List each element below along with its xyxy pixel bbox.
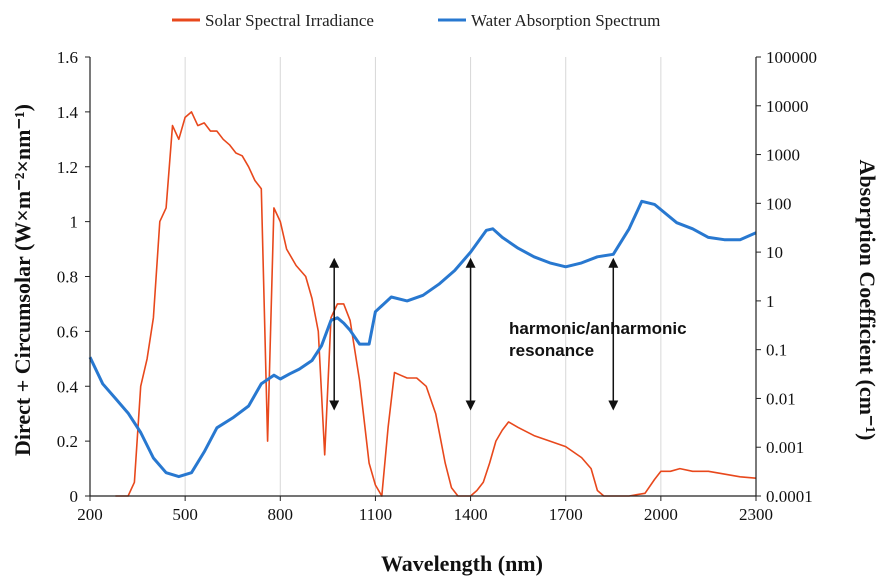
x-tick-label: 2300 (739, 505, 773, 524)
y-left-tick-labels: 0 0.2 0.4 0.6 0.8 1 1.2 1.4 1.6 (57, 48, 90, 506)
x-tick-label: 200 (77, 505, 103, 524)
y-right-tick-label: 0.1 (766, 341, 787, 360)
x-tick-label: 2000 (644, 505, 678, 524)
legend-label-water: Water Absorption Spectrum (471, 11, 660, 30)
legend-label-solar: Solar Spectral Irradiance (205, 11, 374, 30)
y-right-axis-title: Absorption Coefficient (cm⁻¹) (855, 160, 880, 441)
y-right-tick-label: 0.001 (766, 438, 804, 457)
y-right-tick-label: 100000 (766, 48, 817, 67)
arrows (329, 257, 619, 411)
y-right-tick-label: 100 (766, 194, 792, 213)
annotation-line-1: harmonic/anharmonic (509, 319, 687, 338)
y-left-tick-label: 1.2 (57, 158, 78, 177)
x-tick-label: 1400 (454, 505, 488, 524)
y-left-tick-label: 1 (70, 213, 79, 232)
y-right-tick-label: 10000 (766, 97, 809, 116)
y-left-tick-label: 0.2 (57, 432, 78, 451)
y-left-tick-label: 1.6 (57, 48, 78, 67)
x-tick-label: 1700 (549, 505, 583, 524)
legend: Solar Spectral Irradiance Water Absorpti… (172, 11, 660, 30)
x-axis-title: Wavelength (nm) (381, 551, 543, 576)
x-tick-label: 1100 (359, 505, 392, 524)
y-right-tick-label: 1 (766, 292, 775, 311)
series-line-water (88, 199, 757, 479)
y-left-tick-label: 0.4 (57, 377, 79, 396)
x-tick-labels: 200 500 800 1100 1400 1700 2000 2300 (77, 496, 773, 524)
y-left-tick-label: 0 (70, 487, 79, 506)
axes (89, 57, 757, 497)
y-right-tick-label: 10 (766, 243, 783, 262)
vertical-grid (89, 57, 757, 496)
series-line-solar (115, 111, 757, 497)
x-tick-label: 500 (172, 505, 198, 524)
y-right-tick-labels: 0.0001 0.001 0.01 0.1 1 10 100 1000 10000 100000 (756, 48, 817, 506)
y-left-tick-label: 0.8 (57, 268, 78, 287)
y-left-tick-label: 0.6 (57, 322, 78, 341)
y-right-tick-label: 0.0001 (766, 487, 813, 506)
annotation-line-2: resonance (509, 341, 594, 360)
x-tick-label: 800 (268, 505, 294, 524)
y-right-tick-label: 1000 (766, 146, 800, 165)
y-right-tick-label: 0.01 (766, 389, 796, 408)
y-left-tick-label: 1.4 (57, 103, 79, 122)
series-layer (88, 111, 757, 497)
y-left-axis-title: Direct + Circumsolar (W×m⁻²×nm⁻¹) (10, 104, 35, 456)
